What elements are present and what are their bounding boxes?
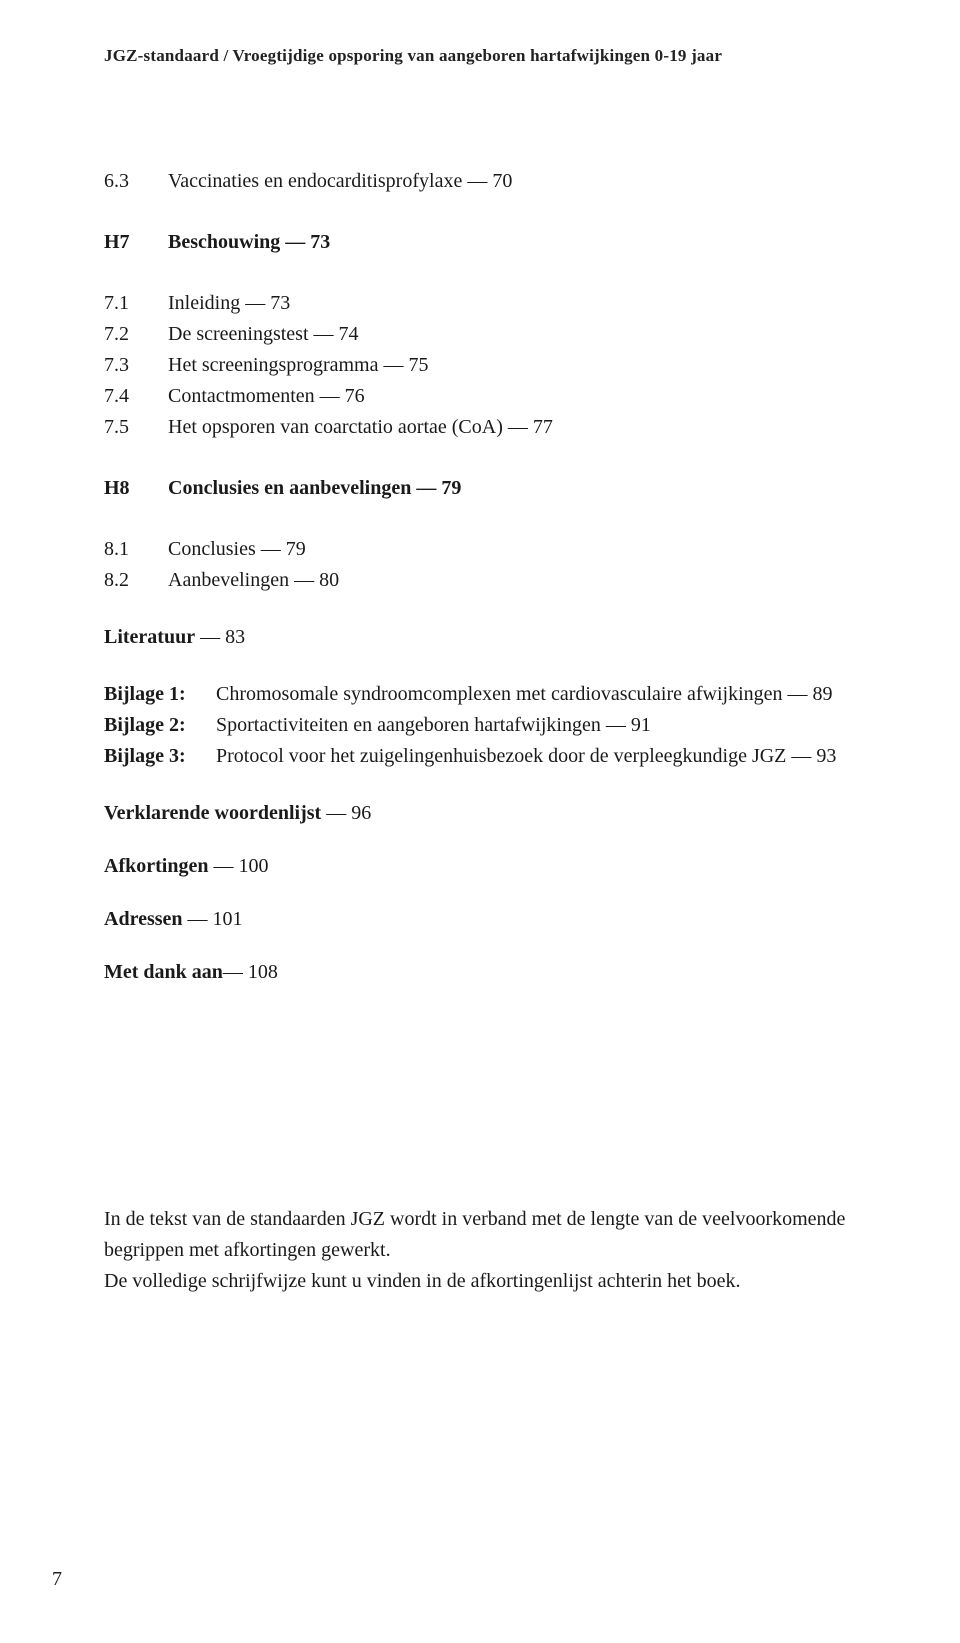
toc-label: Vaccinaties en endocarditisprofylaxe — 7… bbox=[168, 166, 868, 197]
toc-entry-8-1: 8.1 Conclusies — 79 bbox=[104, 534, 868, 565]
toc-group-bijlagen: Bijlage 1: Chromosomale syndroomcomplexe… bbox=[104, 679, 868, 772]
toc-literatuur-page: — 83 bbox=[195, 626, 245, 648]
toc-verklarende-woordenlijst: Verklarende woordenlijst — 96 bbox=[104, 802, 868, 825]
toc-num: 7.5 bbox=[104, 412, 168, 443]
toc-num: 6.3 bbox=[104, 166, 168, 197]
toc-group-h7: H7 Beschouwing — 73 bbox=[104, 227, 868, 258]
toc-entry-7-4: 7.4 Contactmomenten — 76 bbox=[104, 381, 868, 412]
label-bold: Afkortingen bbox=[104, 855, 208, 877]
toc-bijlage-3: Bijlage 3: Protocol voor het zuigelingen… bbox=[104, 741, 868, 772]
label-rest: — 96 bbox=[321, 802, 371, 824]
toc-num: Bijlage 3: bbox=[104, 741, 216, 772]
toc-entry-7-2: 7.2 De screeningstest — 74 bbox=[104, 319, 868, 350]
toc-label: Sportactiviteiten en aangeboren hartafwi… bbox=[216, 710, 868, 741]
toc-label: Protocol voor het zuigelingenhuisbezoek … bbox=[216, 741, 868, 772]
label-rest: — 108 bbox=[223, 961, 278, 983]
toc-num: 7.3 bbox=[104, 350, 168, 381]
toc-label: Beschouwing — 73 bbox=[168, 227, 868, 258]
label-bold: Adressen bbox=[104, 908, 183, 930]
toc-label: Contactmomenten — 76 bbox=[168, 381, 868, 412]
toc-literatuur: Literatuur — 83 bbox=[104, 626, 868, 649]
toc-heading-h7: H7 Beschouwing — 73 bbox=[104, 227, 868, 258]
toc-label: Aanbevelingen — 80 bbox=[168, 565, 868, 596]
page-number: 7 bbox=[52, 1568, 62, 1591]
toc-group-8: 8.1 Conclusies — 79 8.2 Aanbevelingen — … bbox=[104, 534, 868, 596]
toc-label: Conclusies — 79 bbox=[168, 534, 868, 565]
toc-label: Het screeningsprogramma — 75 bbox=[168, 350, 868, 381]
toc-entry-8-2: 8.2 Aanbevelingen — 80 bbox=[104, 565, 868, 596]
label-rest: — 100 bbox=[208, 855, 268, 877]
body-paragraph-1: In de tekst van de standaarden JGZ wordt… bbox=[104, 1204, 868, 1266]
toc-literatuur-label: Literatuur bbox=[104, 626, 195, 648]
body-text-block: In de tekst van de standaarden JGZ wordt… bbox=[104, 1204, 868, 1297]
toc-entry-7-5: 7.5 Het opsporen van coarctatio aortae (… bbox=[104, 412, 868, 443]
running-header: JGZ-standaard / Vroegtijdige opsporing v… bbox=[104, 46, 868, 66]
toc-num: Bijlage 1: bbox=[104, 679, 216, 710]
toc-entry-7-1: 7.1 Inleiding — 73 bbox=[104, 288, 868, 319]
toc-adressen: Adressen — 101 bbox=[104, 908, 868, 931]
toc-entry-6-3: 6.3 Vaccinaties en endocarditisprofylaxe… bbox=[104, 166, 868, 197]
toc-group-h8: H8 Conclusies en aanbevelingen — 79 bbox=[104, 473, 868, 504]
toc-heading-h8: H8 Conclusies en aanbevelingen — 79 bbox=[104, 473, 868, 504]
toc-label: Chromosomale syndroomcomplexen met cardi… bbox=[216, 679, 868, 710]
toc-met-dank-aan: Met dank aan— 108 bbox=[104, 961, 868, 984]
page-container: JGZ-standaard / Vroegtijdige opsporing v… bbox=[0, 0, 960, 1643]
toc-bijlage-2: Bijlage 2: Sportactiviteiten en aangebor… bbox=[104, 710, 868, 741]
label-bold: Met dank aan bbox=[104, 961, 223, 983]
toc-afkortingen: Afkortingen — 100 bbox=[104, 855, 868, 878]
toc-label: De screeningstest — 74 bbox=[168, 319, 868, 350]
toc-group-7: 7.1 Inleiding — 73 7.2 De screeningstest… bbox=[104, 288, 868, 443]
toc-num: 7.4 bbox=[104, 381, 168, 412]
label-bold: Verklarende woordenlijst bbox=[104, 802, 321, 824]
toc-num: 8.1 bbox=[104, 534, 168, 565]
body-paragraph-2: De volledige schrijfwijze kunt u vinden … bbox=[104, 1266, 868, 1297]
toc-num: 7.1 bbox=[104, 288, 168, 319]
toc-num: H7 bbox=[104, 227, 168, 258]
toc-num: Bijlage 2: bbox=[104, 710, 216, 741]
toc-group-6: 6.3 Vaccinaties en endocarditisprofylaxe… bbox=[104, 166, 868, 197]
toc-num: 7.2 bbox=[104, 319, 168, 350]
toc-bijlage-1: Bijlage 1: Chromosomale syndroomcomplexe… bbox=[104, 679, 868, 710]
toc-label: Conclusies en aanbevelingen — 79 bbox=[168, 473, 868, 504]
toc-entry-7-3: 7.3 Het screeningsprogramma — 75 bbox=[104, 350, 868, 381]
toc-label: Inleiding — 73 bbox=[168, 288, 868, 319]
label-rest: — 101 bbox=[183, 908, 243, 930]
toc-num: 8.2 bbox=[104, 565, 168, 596]
toc-num: H8 bbox=[104, 473, 168, 504]
toc-label: Het opsporen van coarctatio aortae (CoA)… bbox=[168, 412, 868, 443]
